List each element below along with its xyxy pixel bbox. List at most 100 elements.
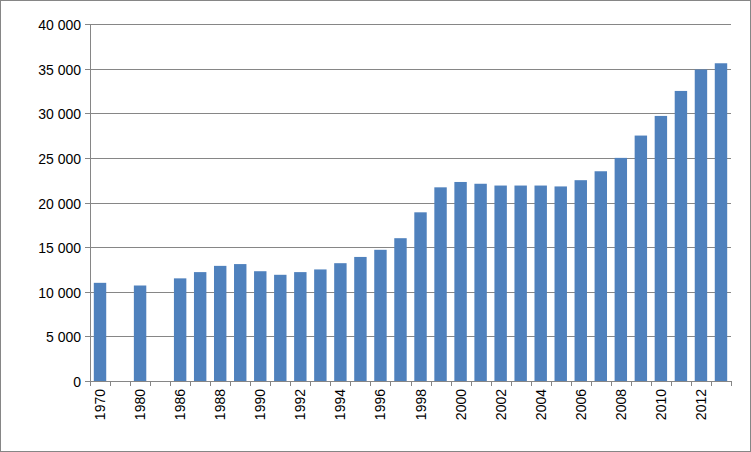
- x-tick-label: 2004: [533, 389, 549, 420]
- bar: [454, 182, 466, 381]
- x-tick: [310, 381, 311, 386]
- y-tick-label: 40 000: [38, 17, 81, 33]
- bar: [174, 278, 186, 381]
- y-tick: [85, 247, 90, 248]
- bar: [414, 212, 426, 381]
- x-tick: [290, 381, 291, 386]
- x-tick-label: 1994: [332, 389, 348, 420]
- x-tick: [471, 381, 472, 386]
- x-tick: [551, 381, 552, 386]
- bar: [615, 158, 627, 381]
- bar: [254, 271, 266, 381]
- y-tick: [85, 203, 90, 204]
- x-tick: [671, 381, 672, 386]
- bar: [234, 264, 246, 381]
- x-tick: [330, 381, 331, 386]
- bar: [514, 186, 526, 381]
- grid-line: [90, 113, 731, 114]
- x-tick-label: 1988: [212, 389, 228, 420]
- x-tick-label: 2008: [613, 389, 629, 420]
- y-tick: [85, 381, 90, 382]
- bar: [194, 272, 206, 381]
- x-tick: [711, 381, 712, 386]
- bar: [214, 266, 226, 381]
- x-tick-label: 1986: [172, 389, 188, 420]
- x-tick: [390, 381, 391, 386]
- x-tick-label: 2002: [493, 389, 509, 420]
- y-axis: [90, 24, 91, 381]
- bar: [294, 272, 306, 381]
- x-tick: [190, 381, 191, 386]
- bar: [314, 269, 326, 381]
- bar: [394, 238, 406, 381]
- x-tick: [531, 381, 532, 386]
- y-tick-label: 15 000: [38, 240, 81, 256]
- y-tick: [85, 336, 90, 337]
- x-tick: [491, 381, 492, 386]
- x-tick: [431, 381, 432, 386]
- x-tick: [130, 381, 131, 386]
- y-tick: [85, 113, 90, 114]
- x-tick: [511, 381, 512, 386]
- x-tick: [110, 381, 111, 386]
- bar: [94, 283, 106, 381]
- bar: [675, 91, 687, 381]
- grid-line: [90, 69, 731, 70]
- x-tick-label: 2010: [653, 389, 669, 420]
- x-axis: [90, 381, 731, 382]
- bar: [655, 116, 667, 381]
- y-tick: [85, 69, 90, 70]
- chart-container: 05 00010 00015 00020 00025 00030 00035 0…: [0, 0, 751, 452]
- x-tick: [150, 381, 151, 386]
- x-tick: [170, 381, 171, 386]
- bar: [474, 184, 486, 381]
- bar: [434, 187, 446, 381]
- x-tick: [270, 381, 271, 386]
- bar: [715, 63, 727, 381]
- grid-line: [90, 381, 731, 382]
- bar: [635, 136, 647, 381]
- x-tick: [591, 381, 592, 386]
- x-tick: [370, 381, 371, 386]
- bar: [494, 186, 506, 381]
- x-tick-label: 1990: [252, 389, 268, 420]
- x-tick: [90, 381, 91, 386]
- x-tick: [411, 381, 412, 386]
- y-tick-label: 0: [73, 374, 81, 390]
- x-tick-label: 1970: [92, 389, 108, 420]
- bar: [374, 250, 386, 381]
- y-tick-label: 10 000: [38, 285, 81, 301]
- y-tick-label: 20 000: [38, 196, 81, 212]
- chart: 05 00010 00015 00020 00025 00030 00035 0…: [0, 0, 751, 452]
- bar: [695, 70, 707, 381]
- x-tick: [691, 381, 692, 386]
- y-tick-label: 5 000: [46, 329, 81, 345]
- bar: [595, 171, 607, 381]
- y-tick-label: 30 000: [38, 106, 81, 122]
- x-tick-label: 2012: [693, 389, 709, 420]
- bar: [334, 263, 346, 381]
- x-tick: [250, 381, 251, 386]
- bar: [134, 286, 146, 381]
- x-tick-label: 1996: [372, 389, 388, 420]
- x-tick-label: 1998: [413, 389, 429, 420]
- bar: [534, 186, 546, 381]
- chart-border: [1, 1, 751, 452]
- y-tick: [85, 292, 90, 293]
- x-tick: [210, 381, 211, 386]
- y-tick: [85, 24, 90, 25]
- bar: [274, 275, 286, 381]
- bars: [94, 63, 727, 381]
- x-tick: [631, 381, 632, 386]
- x-tick: [451, 381, 452, 386]
- y-tick-label: 25 000: [38, 151, 81, 167]
- y-tick: [85, 158, 90, 159]
- x-tick: [571, 381, 572, 386]
- bar: [555, 186, 567, 381]
- x-tick-label: 2000: [453, 389, 469, 420]
- grid-line: [90, 24, 731, 25]
- x-tick: [230, 381, 231, 386]
- x-tick: [611, 381, 612, 386]
- x-tick: [350, 381, 351, 386]
- bar: [354, 257, 366, 381]
